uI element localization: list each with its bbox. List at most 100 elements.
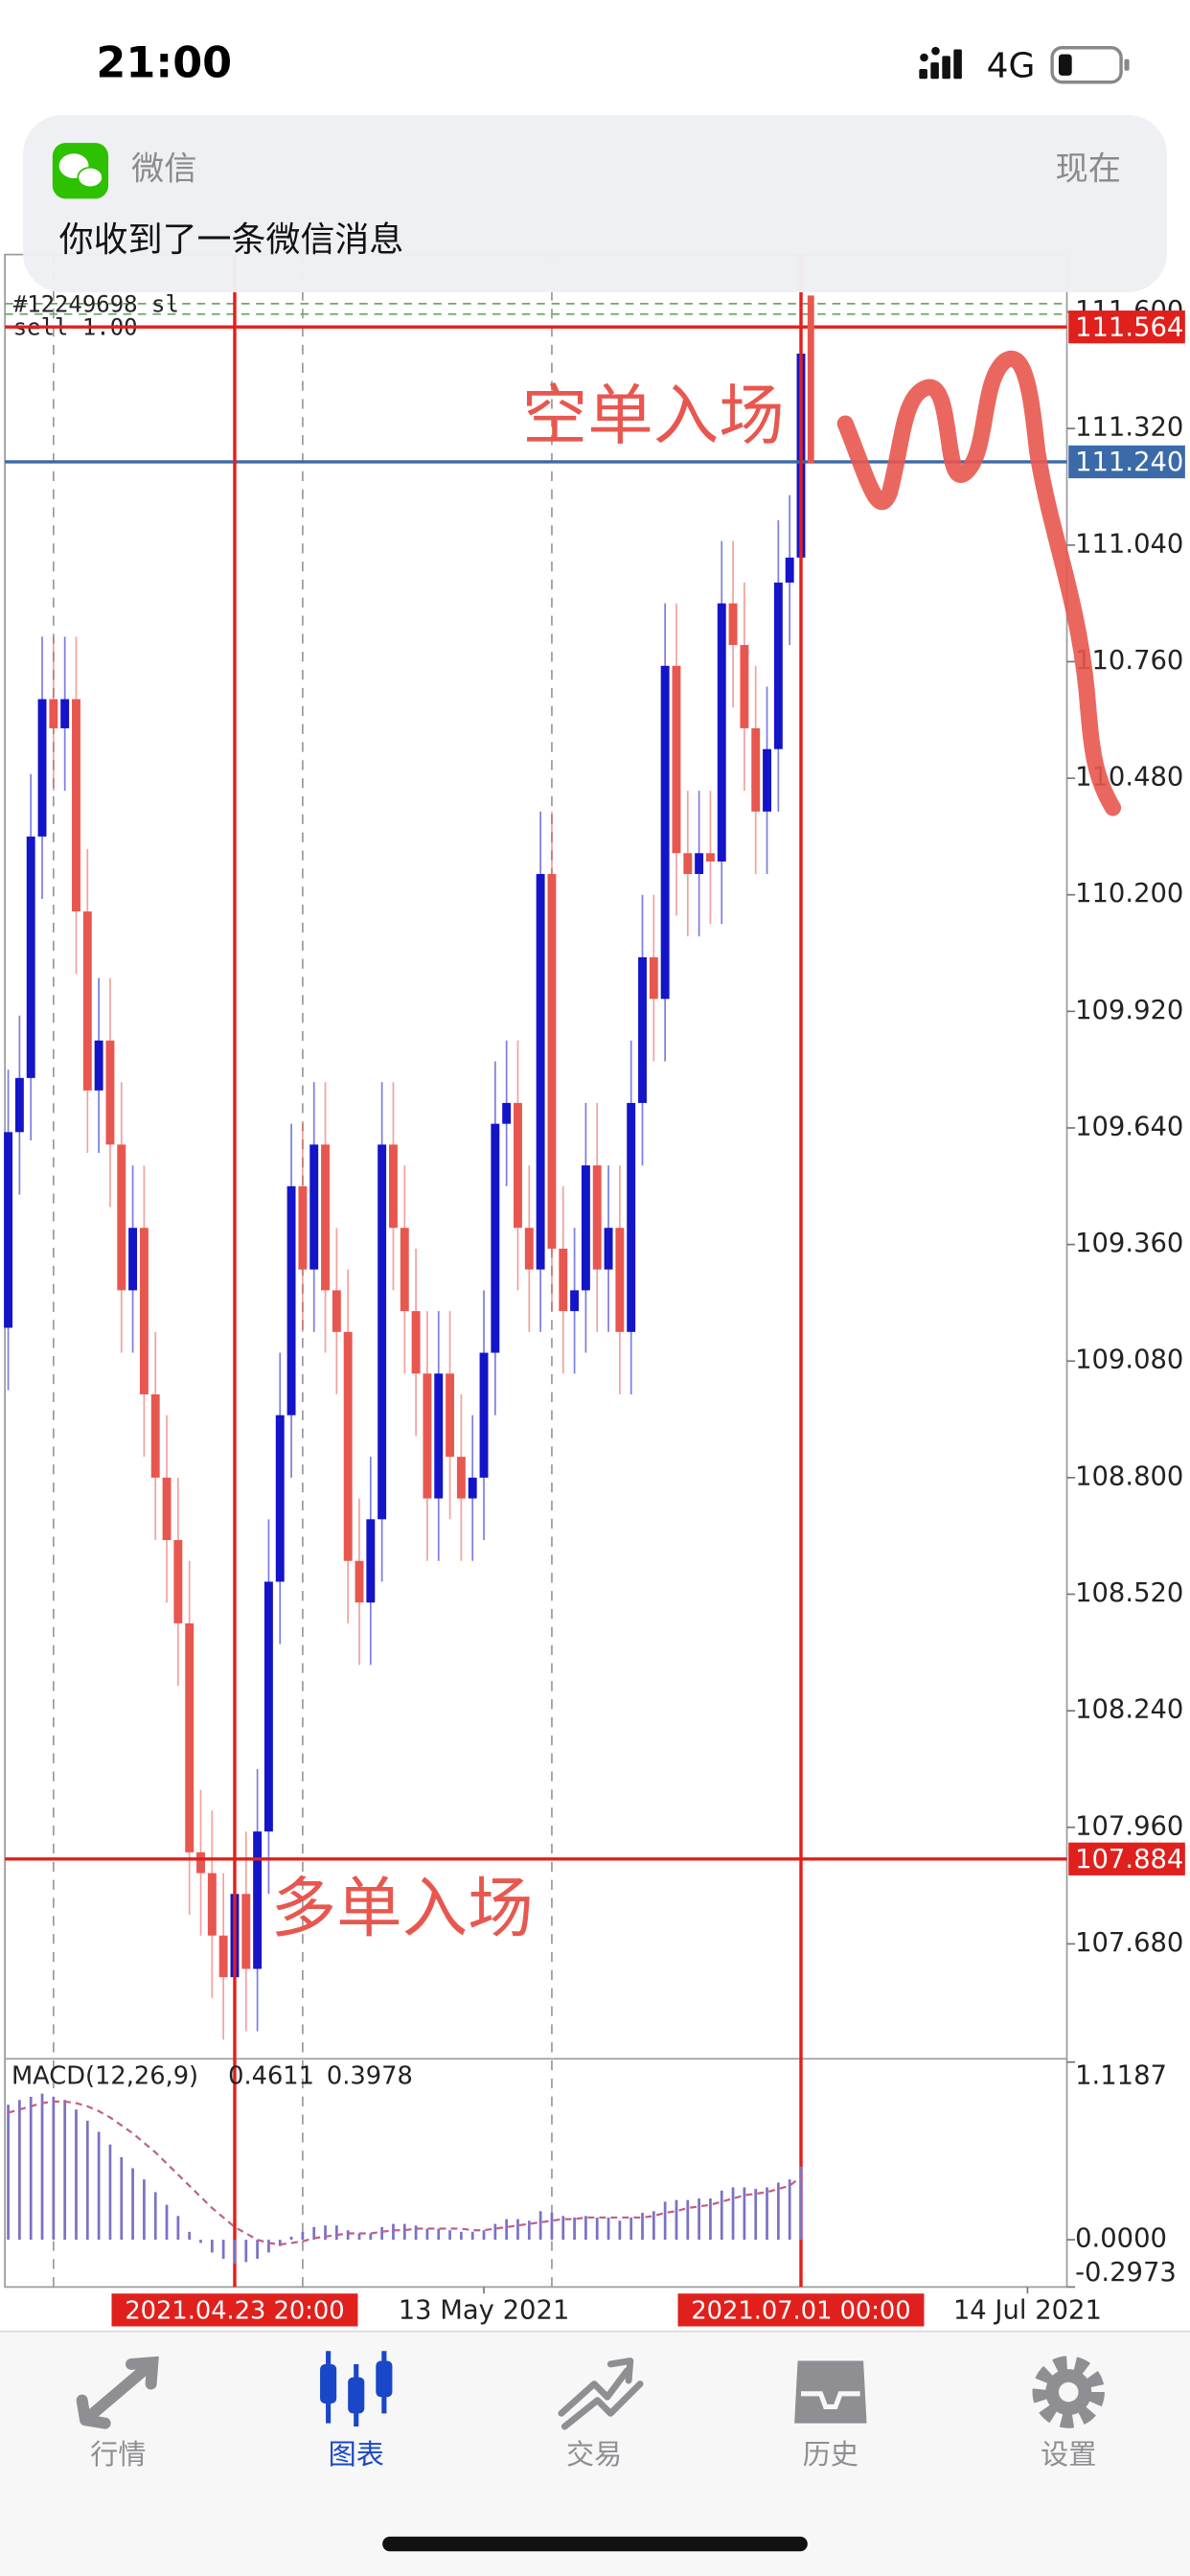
tab-label[interactable]: 图表: [329, 2438, 384, 2471]
candle-body: [728, 603, 738, 646]
time-tag: [677, 2293, 925, 2327]
candle-body: [332, 1290, 341, 1332]
tab-bar-bg: [0, 2331, 1190, 2576]
price-tag-label: 107.884: [1075, 1845, 1183, 1874]
home-indicator: [382, 2536, 808, 2552]
hand-drawn-scribble: [836, 350, 1122, 816]
time-tag-label: 2021.07.01 00:00: [691, 2297, 910, 2326]
candle-body: [705, 853, 715, 862]
candle-body: [60, 699, 70, 728]
macd-y-tick-label: 0.0000: [1075, 2224, 1167, 2254]
y-tick-label: 109.360: [1075, 1229, 1183, 1258]
candle-body: [253, 1831, 263, 1969]
candle-body: [456, 1457, 466, 1499]
candle-body: [309, 1144, 319, 1270]
candle-body: [218, 1935, 228, 1978]
candle-body: [378, 1144, 387, 1520]
candle-body: [695, 853, 704, 874]
order-label: #12249698 sl: [13, 291, 179, 318]
candle-body: [72, 699, 80, 912]
y-tick-label: 110.200: [1075, 879, 1183, 908]
notification[interactable]: 微信 现在 你收到了一条微信消息: [22, 114, 1168, 293]
macd-value: 0.3978: [327, 2062, 413, 2091]
tab-icon-quotes[interactable]: [76, 2356, 159, 2429]
candle-body: [717, 603, 726, 862]
candle-body: [683, 853, 693, 874]
tab-icon-chart[interactable]: [320, 2351, 393, 2427]
candle-body: [117, 1144, 126, 1291]
price-tag-label: 111.564: [1075, 312, 1183, 342]
network-type: 4G: [987, 46, 1036, 85]
status-bar: 21:00 4G: [0, 0, 1190, 115]
candle-body: [547, 873, 557, 1249]
candle-body: [502, 1102, 512, 1124]
candle-body: [411, 1311, 421, 1374]
notification-app: 微信: [131, 150, 197, 189]
candle-body: [423, 1373, 432, 1499]
candle-body: [434, 1373, 444, 1499]
candle-body: [298, 1185, 308, 1270]
macd-signal: [8, 2100, 802, 2246]
annotation: 空单入场: [522, 379, 785, 455]
candle-body: [128, 1228, 138, 1291]
candle-body: [366, 1519, 376, 1603]
candle-body: [536, 873, 545, 1270]
candle-body: [446, 1373, 455, 1458]
tab-icon-history[interactable]: [794, 2360, 867, 2424]
candle-body: [321, 1144, 330, 1291]
candle-body: [263, 1581, 273, 1832]
candle-body: [592, 1165, 602, 1270]
candle-body: [627, 1102, 636, 1332]
x-tick-label: 14 Jul 2021: [953, 2296, 1102, 2326]
candle-body: [26, 836, 35, 1078]
candle-body: [615, 1228, 625, 1332]
notification-time: 现在: [1056, 150, 1122, 189]
signal-icon: [919, 46, 962, 80]
candle-body: [604, 1228, 613, 1270]
tab-icon-settings[interactable]: [1032, 2356, 1105, 2428]
candle-body: [275, 1414, 285, 1582]
candle-body: [82, 911, 92, 1091]
candle-body: [491, 1123, 500, 1353]
candle-body: [514, 1102, 522, 1229]
tab-icon-trade[interactable]: [558, 2358, 644, 2430]
tab-bar: 行情 图表 交易 历史 设置: [0, 2330, 1190, 2576]
price-tag-label: 111.240: [1075, 448, 1183, 477]
candle-body: [751, 727, 761, 812]
tab-label[interactable]: 交易: [566, 2438, 622, 2471]
candle-body: [559, 1248, 568, 1312]
candle-body: [343, 1331, 353, 1561]
y-tick-label: 107.680: [1075, 1928, 1183, 1958]
battery-icon: [1050, 46, 1130, 84]
notification-card[interactable]: [22, 114, 1168, 293]
y-tick-label: 109.640: [1075, 1112, 1183, 1141]
candle-body: [150, 1393, 160, 1478]
candle-body: [763, 748, 771, 812]
candle-body: [638, 956, 647, 1103]
candle-body: [173, 1540, 183, 1623]
tab-label[interactable]: 设置: [1041, 2438, 1096, 2471]
price-tag: [1068, 445, 1185, 479]
status-bar-bg: [0, 0, 1190, 115]
candle-body: [649, 956, 658, 1000]
tab-label[interactable]: 历史: [803, 2438, 858, 2471]
time-tag-label: 2021.04.23 20:00: [125, 2297, 344, 2326]
price-tag: [1068, 310, 1185, 344]
y-tick-label: 107.960: [1075, 1811, 1183, 1841]
x-tick-label: 13 May 2021: [399, 2296, 570, 2326]
candle-body: [524, 1228, 534, 1270]
candle-body: [740, 645, 749, 728]
candle-body: [468, 1477, 477, 1499]
y-tick-label: 111.320: [1075, 413, 1183, 443]
y-tick-label: 108.240: [1075, 1695, 1183, 1725]
candle-body: [105, 1040, 115, 1145]
tab-label[interactable]: 行情: [90, 2438, 146, 2471]
macd-y-tick-label: 1.1187: [1075, 2061, 1167, 2091]
candle-body: [479, 1352, 489, 1478]
candle-body: [389, 1144, 398, 1229]
wechat-bubble: [77, 166, 103, 189]
